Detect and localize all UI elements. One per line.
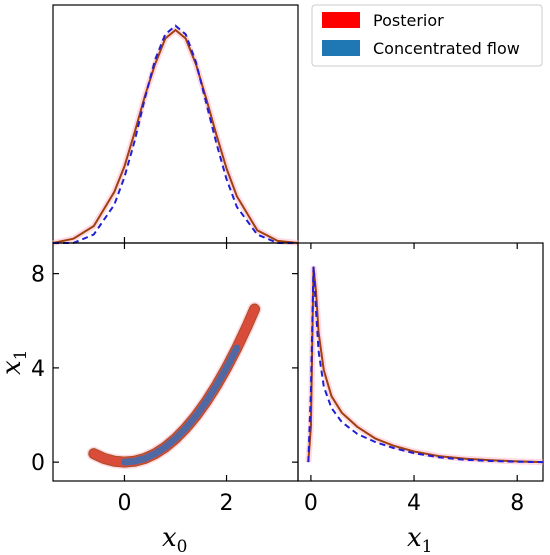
legend: Posterior Concentrated flow — [311, 4, 543, 67]
x0-tick-label-0: 0 — [117, 491, 131, 516]
posterior-x0-line — [52, 28, 299, 244]
posterior-x0-halo — [52, 26, 299, 246]
posterior-x1-line — [307, 266, 544, 464]
xlabel-x1: x1 — [407, 523, 433, 555]
xlabel-x0: x0 — [162, 523, 188, 555]
panel-marginal-x1 — [297, 242, 544, 482]
legend-swatch-posterior — [322, 12, 360, 28]
y-tick-label-8: 8 — [31, 263, 45, 288]
legend-box — [311, 4, 543, 67]
x1-tick-label-0: 0 — [304, 491, 318, 516]
flow-joint-fill — [121, 344, 241, 466]
x1-tick-label-8: 8 — [510, 491, 524, 516]
legend-label-posterior: Posterior — [373, 11, 444, 30]
flow-x0-line — [53, 24, 298, 244]
panel-marginal-x0-frame — [52, 4, 299, 244]
y-tick-label-0: 0 — [31, 451, 45, 476]
posterior-x1-halo — [305, 266, 544, 466]
panel-marginal-x1-frame — [297, 242, 544, 482]
x0-tick-label-2: 2 — [220, 491, 234, 516]
flow-x1-line — [307, 266, 544, 464]
y-tick-label-4: 4 — [31, 357, 45, 382]
panel-joint — [52, 242, 299, 482]
legend-swatch-flow — [322, 40, 360, 56]
legend-label-flow: Concentrated flow — [373, 39, 520, 58]
ylabel-x1: x1 — [0, 350, 31, 376]
panel-marginal-x0 — [52, 4, 299, 246]
x1-tick-label-4: 4 — [407, 491, 421, 516]
